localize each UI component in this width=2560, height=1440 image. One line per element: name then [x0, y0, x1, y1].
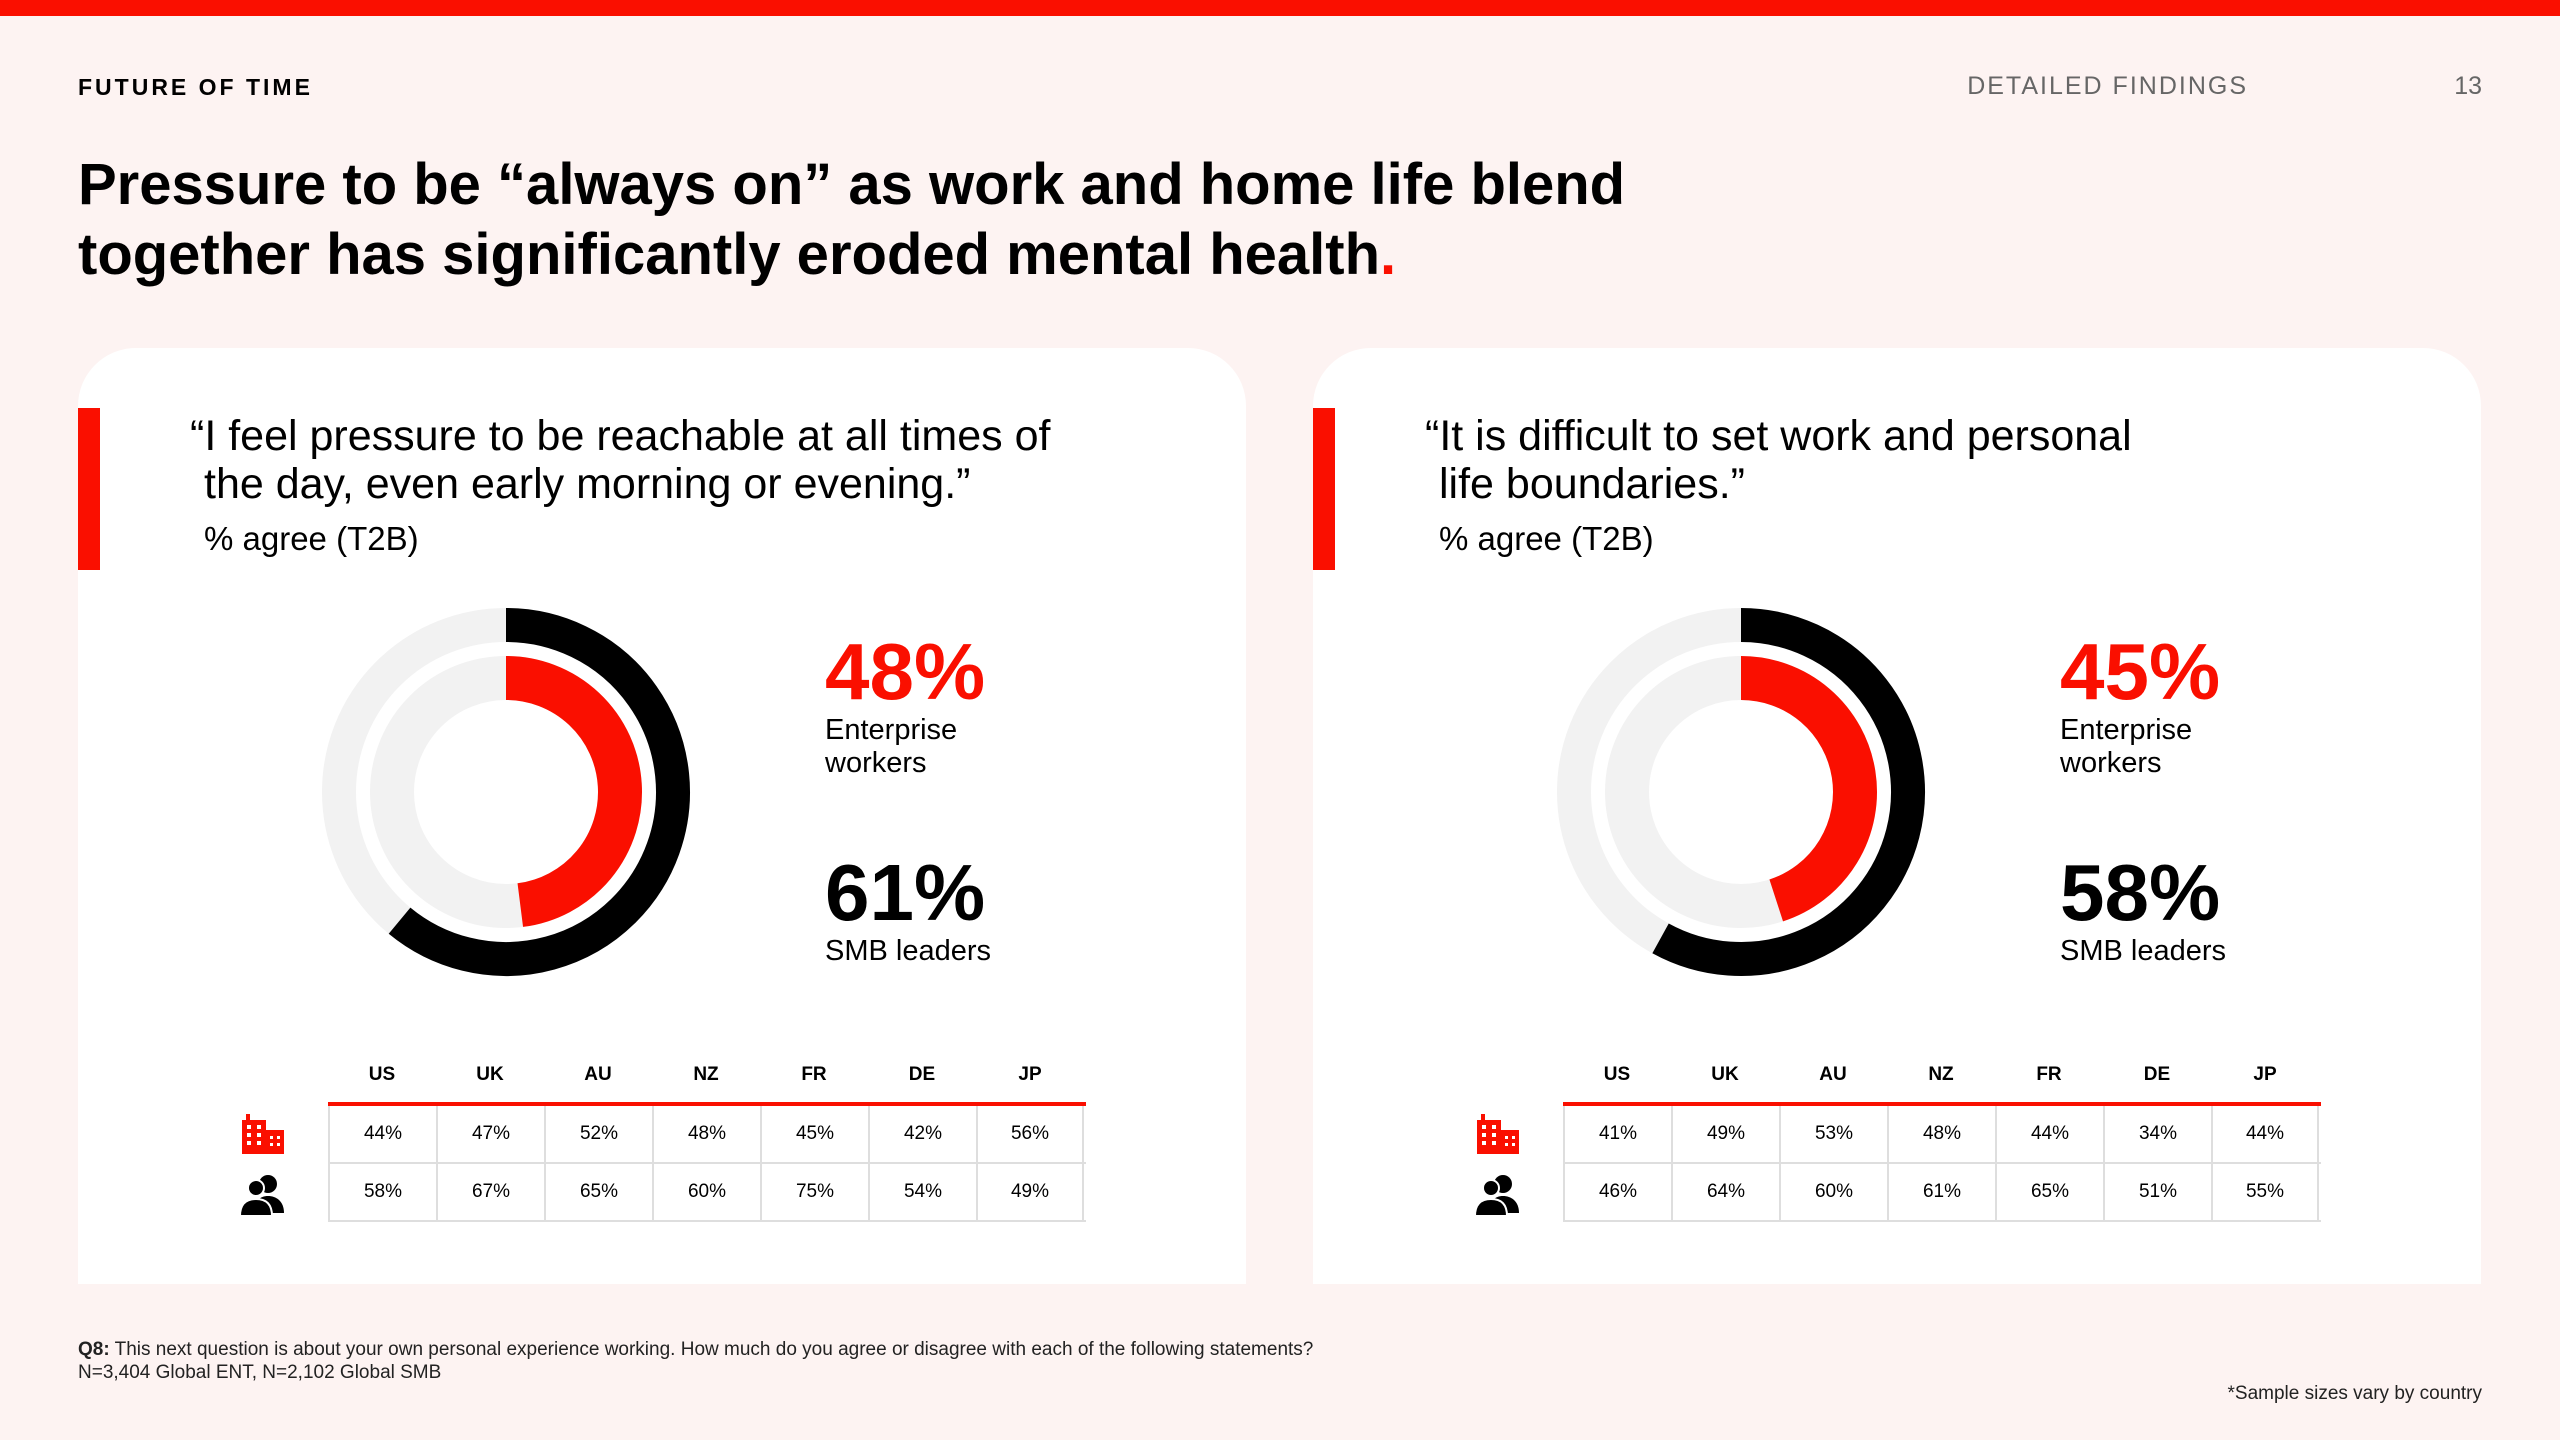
- country-header-fr: FR: [2036, 1064, 2062, 1085]
- quote-title: “It is difficult to set work and persona…: [1425, 412, 2425, 508]
- top-accent-bar: [0, 0, 2560, 16]
- quote-subtitle: % agree (T2B): [1439, 520, 1654, 557]
- table-cell: 41%: [1563, 1106, 1671, 1162]
- outer-ring-smb-arc: [1652, 608, 1925, 976]
- table-cell: 49%: [976, 1164, 1084, 1220]
- table-cell: 42%: [868, 1106, 976, 1162]
- card-accent-bar: [78, 408, 100, 570]
- card-accent-bar: [1313, 408, 1335, 570]
- table-cell: 65%: [544, 1164, 652, 1220]
- country-header-us: US: [368, 1064, 396, 1085]
- country-header-au: AU: [584, 1064, 612, 1085]
- country-header-de: DE: [908, 1064, 936, 1085]
- inner-ring-enterprise-arc: [505, 656, 642, 927]
- page-title: Pressure to be “always on” as work and h…: [78, 150, 1778, 290]
- country-header-jp: JP: [1018, 1064, 1042, 1085]
- quote-line-2: the day, even early morning or evening.”: [204, 460, 971, 508]
- country-header-nz: NZ: [1928, 1064, 1954, 1085]
- donut-chart: [1557, 608, 1925, 976]
- office-building-icon: [1473, 1108, 1521, 1156]
- table-cell: 46%: [1563, 1164, 1671, 1220]
- table-cell: 55%: [2211, 1164, 2319, 1220]
- table-cell: 60%: [1779, 1164, 1887, 1220]
- table-cell: 51%: [2103, 1164, 2211, 1220]
- inner-ring-enterprise-arc: [1740, 656, 1877, 922]
- chart-card-boundaries: “It is difficult to set work and persona…: [1313, 348, 2481, 1284]
- table-cell: 61%: [1887, 1164, 1995, 1220]
- footnote-question-label: Q8:: [78, 1339, 110, 1360]
- table-cell: 52%: [544, 1106, 652, 1162]
- country-header-us: US: [1603, 1064, 1631, 1085]
- stat-smb-value: 58%: [2060, 848, 2221, 937]
- country-header-uk: UK: [476, 1064, 504, 1085]
- footnote-sample: N=3,404 Global ENT, N=2,102 Global SMB: [78, 1362, 442, 1383]
- chart-card-reachable: “I feel pressure to be reachable at all …: [78, 348, 1246, 1284]
- title-dot: .: [1380, 222, 1397, 287]
- table-cell: 48%: [652, 1106, 760, 1162]
- donut-chart: [322, 608, 690, 976]
- stat-smb: 61% SMB leaders: [825, 851, 1025, 968]
- country-header-jp: JP: [2253, 1064, 2277, 1085]
- table-cell: 49%: [1671, 1106, 1779, 1162]
- table-cell: 44%: [2211, 1106, 2319, 1162]
- page-title-text: Pressure to be “always on” as work and h…: [78, 152, 1626, 287]
- people-icon: [1473, 1171, 1521, 1219]
- country-header-fr: FR: [801, 1064, 827, 1085]
- table-cell: 45%: [760, 1106, 868, 1162]
- table-cell: 58%: [328, 1164, 436, 1220]
- enterprise-row: 44% 47% 52% 48% 45% 42% 56%: [328, 1106, 1086, 1164]
- table-cell: 65%: [1995, 1164, 2103, 1220]
- table-cell: 75%: [760, 1164, 868, 1220]
- table-cell: 44%: [328, 1106, 436, 1162]
- country-header-nz: NZ: [693, 1064, 719, 1085]
- stat-smb-label: SMB leaders: [2060, 935, 2227, 967]
- stat-smb-value: 61%: [825, 848, 986, 937]
- stat-smb-label: SMB leaders: [825, 935, 992, 967]
- country-header-au: AU: [1819, 1064, 1847, 1085]
- brand-label: FUTURE OF TIME: [78, 74, 313, 100]
- smb-row: 46% 64% 60% 61% 65% 51% 55%: [1563, 1164, 2321, 1222]
- stat-smb: 58% SMB leaders: [2060, 851, 2260, 968]
- page-number: 13: [2454, 72, 2482, 100]
- quote-line-1: “I feel pressure to be reachable at all …: [190, 412, 1051, 460]
- quote-line-2: life boundaries.”: [1439, 460, 1745, 508]
- country-table-header: US UK AU NZ FR DE JP: [1563, 1064, 2321, 1088]
- country-header-de: DE: [2143, 1064, 2171, 1085]
- sample-note: *Sample sizes vary by country: [2227, 1383, 2483, 1404]
- table-cell: 34%: [2103, 1106, 2211, 1162]
- quote-title: “I feel pressure to be reachable at all …: [190, 412, 1190, 508]
- enterprise-row: 41% 49% 53% 48% 44% 34% 44%: [1563, 1106, 2321, 1164]
- office-building-icon: [238, 1108, 286, 1156]
- table-cell: 47%: [436, 1106, 544, 1162]
- stat-enterprise-value: 48%: [825, 627, 986, 716]
- table-cell: 56%: [976, 1106, 1084, 1162]
- section-label: DETAILED FINDINGS: [1967, 72, 2248, 100]
- people-icon: [238, 1171, 286, 1219]
- country-table-header: US UK AU NZ FR DE JP: [328, 1064, 1086, 1088]
- stat-enterprise-label: Enterprise workers: [825, 714, 958, 779]
- quote-line-1: “It is difficult to set work and persona…: [1425, 412, 2132, 460]
- table-cell: 44%: [1995, 1106, 2103, 1162]
- table-cell: 53%: [1779, 1106, 1887, 1162]
- stat-enterprise-label: Enterprise workers: [2060, 714, 2193, 779]
- table-cell: 54%: [868, 1164, 976, 1220]
- table-header-rule: [1563, 1102, 2321, 1106]
- footnote: Q8: This next question is about your own…: [78, 1338, 1313, 1384]
- table-cell: 48%: [1887, 1106, 1995, 1162]
- table-cell: 64%: [1671, 1164, 1779, 1220]
- stat-enterprise: 48% Enterprise workers: [825, 630, 1025, 780]
- table-cell: 60%: [652, 1164, 760, 1220]
- outer-ring-smb-arc: [388, 608, 690, 976]
- country-header-uk: UK: [1711, 1064, 1739, 1085]
- table-header-rule: [328, 1102, 1086, 1106]
- footnote-question: This next question is about your own per…: [114, 1339, 1314, 1360]
- quote-subtitle: % agree (T2B): [204, 520, 419, 557]
- table-cell: 67%: [436, 1164, 544, 1220]
- stat-enterprise: 45% Enterprise workers: [2060, 630, 2260, 780]
- stat-enterprise-value: 45%: [2060, 627, 2221, 716]
- smb-row: 58% 67% 65% 60% 75% 54% 49%: [328, 1164, 1086, 1222]
